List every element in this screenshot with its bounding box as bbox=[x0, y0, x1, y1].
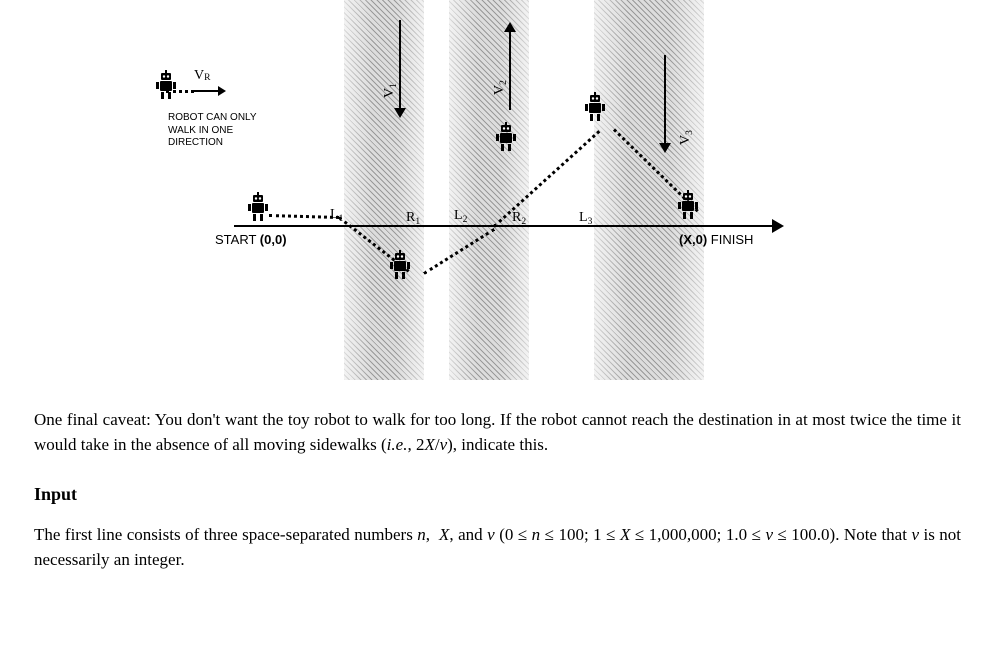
robot-icon bbox=[244, 192, 272, 222]
label-l3: L3 bbox=[579, 210, 592, 227]
v3-label: V3 bbox=[678, 130, 695, 145]
robot-icon bbox=[386, 250, 414, 280]
x-axis bbox=[234, 225, 774, 227]
x-axis-arrowhead bbox=[772, 219, 784, 233]
start-label: START (0,0) bbox=[215, 232, 287, 247]
robot-icon bbox=[492, 122, 520, 152]
finish-label: (X,0) FINISH bbox=[679, 232, 753, 247]
vr-label: VR bbox=[194, 68, 210, 84]
label-l1: L1 bbox=[330, 207, 343, 224]
label-l2: L2 bbox=[454, 208, 467, 225]
v2-label: V2 bbox=[492, 80, 509, 95]
robot-icon bbox=[152, 70, 180, 100]
robot-icon bbox=[674, 190, 702, 220]
direction-caption: ROBOT CAN ONLY WALK IN ONE DIRECTION bbox=[168, 112, 257, 150]
body-text: One final caveat: You don't want the toy… bbox=[34, 408, 961, 573]
input-heading: Input bbox=[34, 481, 961, 507]
sidewalk-1 bbox=[344, 0, 424, 380]
caveat-paragraph: One final caveat: You don't want the toy… bbox=[34, 408, 961, 457]
vr-arrow bbox=[194, 90, 220, 92]
label-r2: R2 bbox=[512, 210, 526, 227]
sidewalk-1-arrow bbox=[399, 20, 401, 110]
caption-line-2: WALK IN ONE bbox=[168, 125, 233, 136]
sidewalk-3-arrow bbox=[664, 55, 666, 145]
label-r1: R1 bbox=[406, 210, 420, 227]
sidewalk-2 bbox=[449, 0, 529, 380]
figure: V1 V2 V3 VR ROBOT CAN ONLY WALK IN ONE D… bbox=[34, 0, 961, 380]
caption-line-3: DIRECTION bbox=[168, 137, 223, 148]
robot-icon bbox=[581, 92, 609, 122]
v1-label: V1 bbox=[382, 83, 399, 98]
input-paragraph: The first line consists of three space-s… bbox=[34, 523, 961, 572]
path-seg-1 bbox=[269, 214, 339, 219]
sidewalk-2-arrow bbox=[509, 30, 511, 110]
caption-line-1: ROBOT CAN ONLY bbox=[168, 112, 257, 123]
